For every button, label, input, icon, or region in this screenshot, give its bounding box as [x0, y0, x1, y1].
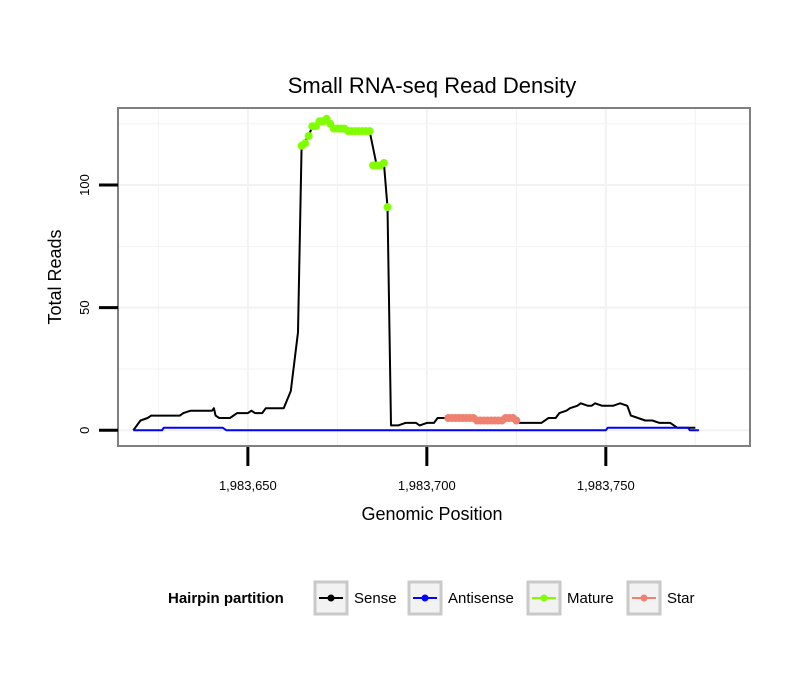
- legend-item-sense: Sense: [313, 580, 397, 616]
- y-tick-label: 0: [77, 427, 92, 434]
- series-line-antisense: [133, 426, 699, 432]
- legend-label-mature: Mature: [567, 590, 614, 607]
- legend-item-mature: Mature: [526, 580, 614, 616]
- y-axis-ticks: 0 50 100: [77, 174, 118, 434]
- data-point-mature: [304, 132, 313, 140]
- x-axis-label: Genomic Position: [361, 504, 502, 524]
- plot-panel: [117, 107, 751, 447]
- chart-title: Small RNA-seq Read Density: [288, 73, 577, 98]
- grid-lines: [119, 109, 749, 445]
- legend-label-antisense: Antisense: [448, 590, 514, 607]
- legend-item-star: Star: [626, 580, 695, 616]
- legend-label-sense: Sense: [354, 590, 397, 607]
- data-point-mature: [301, 139, 310, 148]
- legend-marker-sense: [327, 594, 335, 602]
- x-tick-label: 1,983,700: [398, 478, 456, 493]
- series-line-sense: [132, 117, 696, 431]
- x-axis-ticks: 1,983,650 1,983,700 1,983,750: [219, 447, 635, 493]
- x-tick-label: 1,983,650: [219, 478, 277, 493]
- series-points: [297, 114, 521, 425]
- legend-marker-antisense: [421, 594, 429, 602]
- legend-marker-star: [640, 594, 648, 602]
- legend-label-star: Star: [667, 590, 695, 607]
- data-point-mature: [365, 127, 374, 136]
- data-point-star: [512, 416, 521, 425]
- series-lines: [132, 117, 699, 432]
- data-point-mature: [379, 159, 388, 167]
- x-tick-label: 1,983,750: [577, 478, 635, 493]
- data-point-mature: [383, 203, 392, 212]
- y-tick-label: 100: [77, 174, 92, 196]
- legend-marker-mature: [540, 594, 548, 602]
- legend-title: Hairpin partition: [168, 590, 284, 607]
- legend: Hairpin partition Sense Antisense Mature…: [168, 580, 695, 616]
- y-axis-label: Total Reads: [45, 229, 65, 324]
- y-tick-label: 50: [77, 300, 92, 314]
- legend-item-antisense: Antisense: [407, 580, 514, 616]
